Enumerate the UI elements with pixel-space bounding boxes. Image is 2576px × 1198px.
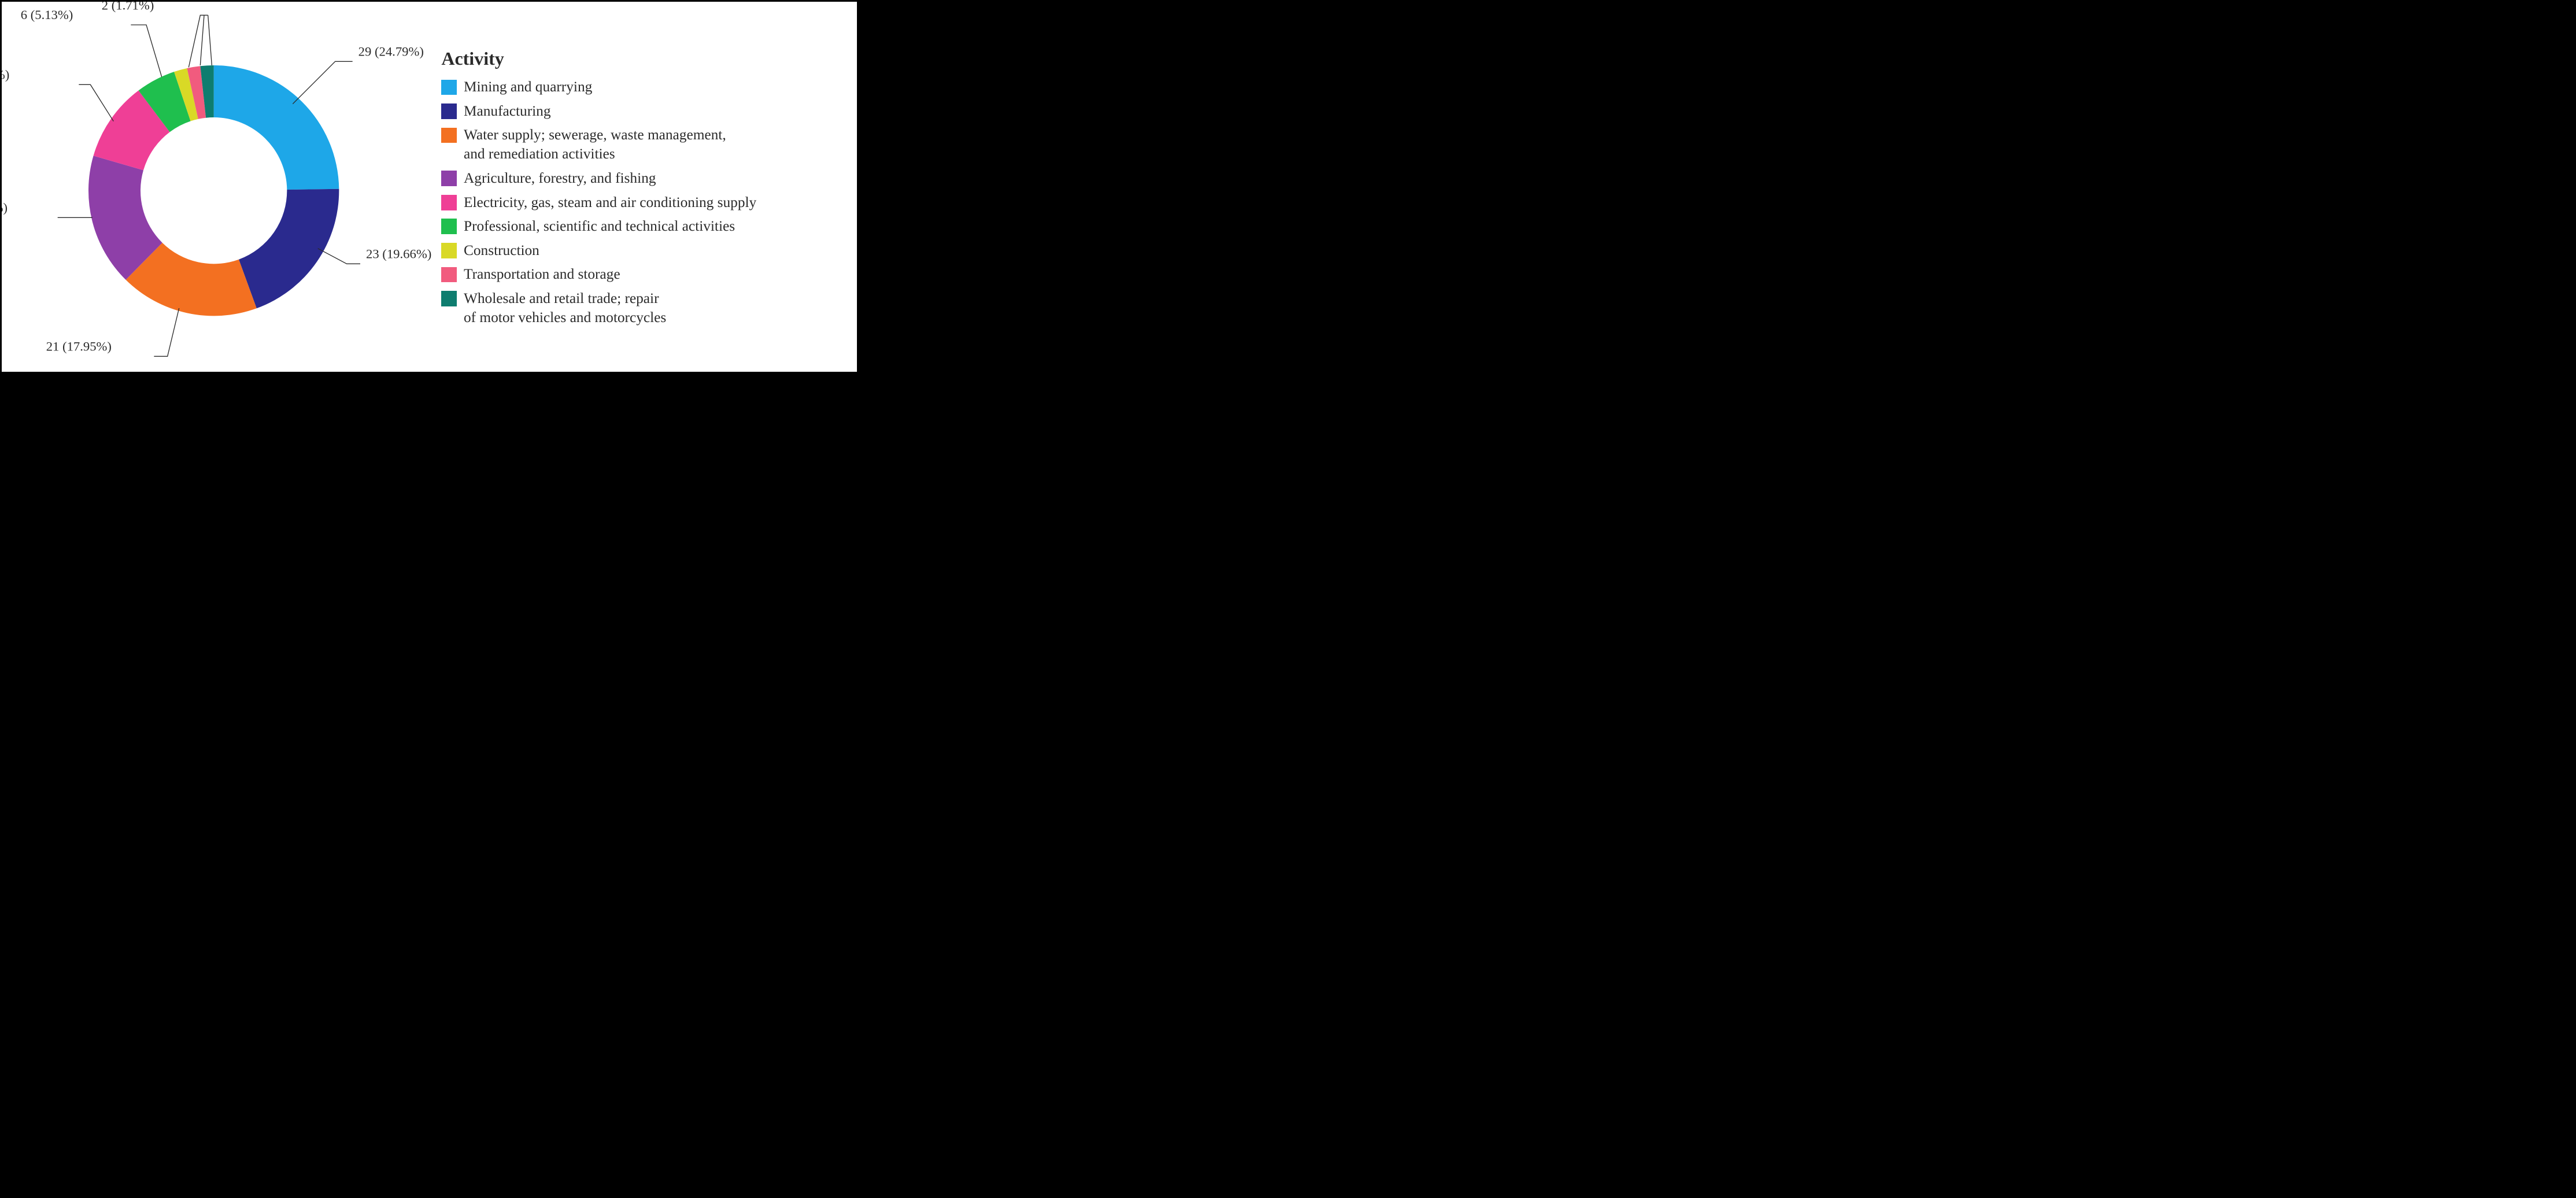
legend-label: Electricity, gas, steam and air conditio… xyxy=(464,193,756,212)
slice-leader xyxy=(318,249,360,264)
slice-label: 29 (24.79%) xyxy=(359,45,424,59)
legend-swatch xyxy=(441,291,457,306)
legend-item: Professional, scientific and technical a… xyxy=(441,217,842,236)
slice-leader xyxy=(208,16,212,66)
legend-item: Water supply; sewerage, waste management… xyxy=(441,125,842,164)
legend-item: Agriculture, forestry, and fishing xyxy=(441,169,842,188)
legend-label: Wholesale and retail trade; repair of mo… xyxy=(464,289,666,327)
legend-item: Construction xyxy=(441,241,842,260)
legend-label: Mining and quarrying xyxy=(464,77,592,97)
donut-chart: 29 (24.79%) 23 (19.66%) 21 (17.95%) 20 (17.… xyxy=(2,2,434,372)
legend-swatch xyxy=(441,171,457,186)
legend-item: Mining and quarrying xyxy=(441,77,842,97)
slice-label: 2 (1.71%) xyxy=(102,2,154,12)
legend-label: Agriculture, forestry, and fishing xyxy=(464,169,656,188)
slice-leader xyxy=(189,16,208,68)
legend: Activity Mining and quarrying Manufacturi… xyxy=(441,48,842,327)
slice-label: 23 (19.66%) xyxy=(366,247,431,261)
slice-label: 12 (10.26%) xyxy=(2,68,9,82)
chart-panel: 29 (24.79%) 23 (19.66%) 21 (17.95%) 20 (17.… xyxy=(2,2,856,372)
donut-svg: 29 (24.79%) 23 (19.66%) 21 (17.95%) 20 (17.… xyxy=(2,2,434,372)
slice-leader xyxy=(154,308,179,356)
slice-leader xyxy=(201,16,205,66)
legend-label: Construction xyxy=(464,241,539,260)
slice-leader xyxy=(79,85,114,121)
legend-items: Mining and quarrying Manufacturing Water s… xyxy=(441,77,842,327)
figure-outer: 29 (24.79%) 23 (19.66%) 21 (17.95%) 20 (17.… xyxy=(0,0,859,400)
slice-label: 20 (17.09%) xyxy=(2,201,8,215)
legend-item: Manufacturing xyxy=(441,102,842,121)
legend-label: Transportation and storage xyxy=(464,265,620,284)
legend-swatch xyxy=(441,128,457,143)
slice-leader xyxy=(131,25,162,77)
legend-label: Manufacturing xyxy=(464,102,551,121)
donut-slice xyxy=(239,189,339,309)
legend-swatch xyxy=(441,195,457,210)
legend-label: Water supply; sewerage, waste management… xyxy=(464,125,726,164)
legend-item: Transportation and storage xyxy=(441,265,842,284)
legend-swatch xyxy=(441,243,457,258)
slice-label: 21 (17.95%) xyxy=(46,339,112,354)
legend-title: Activity xyxy=(441,48,842,69)
legend-swatch xyxy=(441,267,457,283)
donut-slice xyxy=(214,65,339,190)
slice-label: 6 (5.13%) xyxy=(21,8,73,22)
legend-swatch xyxy=(441,103,457,119)
legend-label: Professional, scientific and technical a… xyxy=(464,217,735,236)
legend-swatch xyxy=(441,219,457,234)
slice-leader xyxy=(293,62,353,104)
legend-item: Wholesale and retail trade; repair of mo… xyxy=(441,289,842,327)
legend-item: Electricity, gas, steam and air conditio… xyxy=(441,193,842,212)
legend-swatch xyxy=(441,80,457,95)
